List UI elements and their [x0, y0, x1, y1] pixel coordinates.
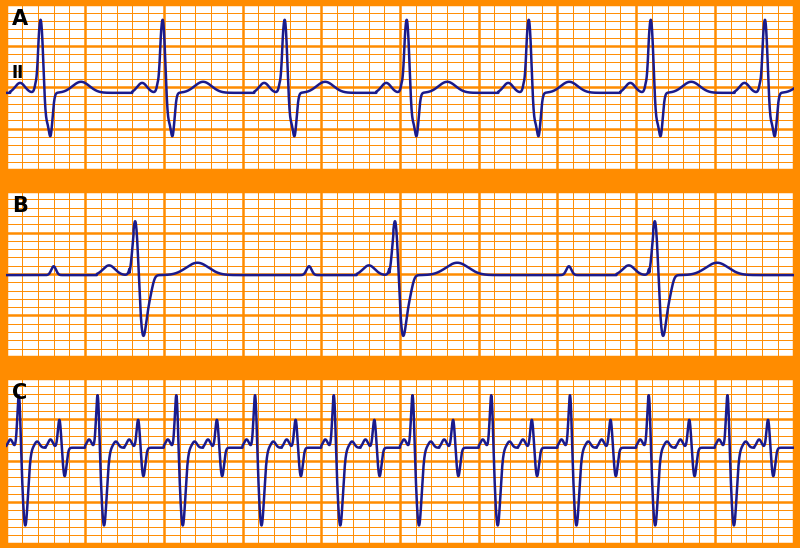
- Text: C: C: [12, 383, 27, 403]
- Text: A: A: [12, 9, 28, 30]
- Text: II: II: [12, 64, 24, 82]
- Text: B: B: [12, 196, 28, 216]
